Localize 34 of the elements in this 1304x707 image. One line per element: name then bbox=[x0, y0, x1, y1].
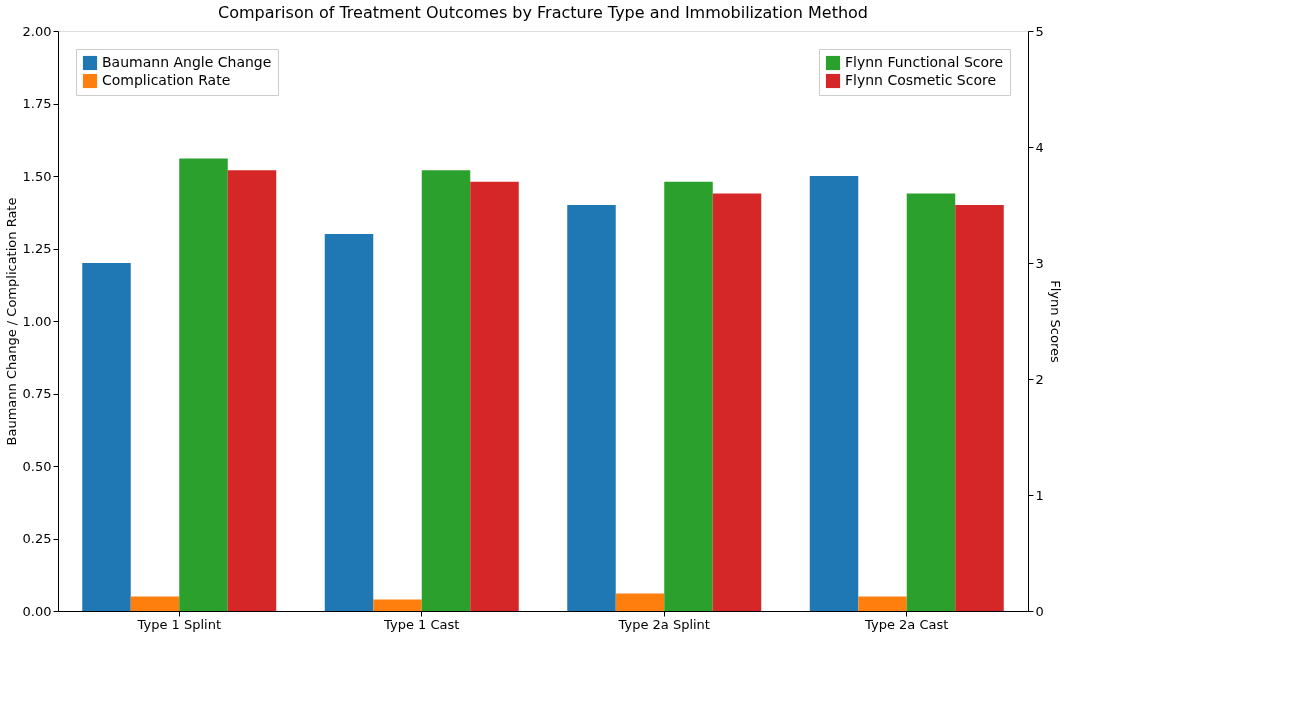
legend-label: Flynn Cosmetic Score bbox=[845, 72, 997, 88]
bar bbox=[130, 596, 180, 611]
y-tick-label: 1.00 bbox=[22, 313, 52, 329]
y-tick-label: 1.50 bbox=[22, 168, 52, 184]
bar bbox=[858, 596, 907, 611]
y-tick-label: 2.00 bbox=[22, 23, 52, 39]
y2-tick-label: 5 bbox=[1035, 23, 1044, 39]
y-tick-label: 1.75 bbox=[22, 96, 52, 111]
y2-tick-label: 0 bbox=[1035, 603, 1044, 619]
y2-tick-label: 4 bbox=[1035, 139, 1044, 155]
y2-tick-label: 1 bbox=[1035, 487, 1044, 503]
chart-title: Comparison of Treatment Outcomes by Fracture Type and Immobilization Method bbox=[218, 3, 868, 22]
x-tick-label: Type 2a Splint bbox=[617, 616, 710, 632]
bar bbox=[809, 176, 859, 611]
x-tick-label: Type 1 Splint bbox=[136, 616, 221, 632]
x-tick-label: Type 1 Cast bbox=[383, 616, 460, 632]
y-axis-title: Baumann Change / Complication Rate bbox=[3, 197, 19, 446]
y2-tick-label: 3 bbox=[1035, 255, 1044, 271]
y2-axis-title: Flynn Scores bbox=[1047, 280, 1063, 364]
y-tick-label: 1.25 bbox=[22, 241, 52, 256]
legend-label: Baumann Angle Change bbox=[102, 54, 272, 70]
bar bbox=[82, 263, 131, 611]
legend-label: Complication Rate bbox=[102, 72, 231, 88]
bar bbox=[324, 234, 374, 611]
y-tick-label: 0.25 bbox=[22, 531, 52, 546]
bar bbox=[373, 599, 422, 611]
y2-tick-label: 2 bbox=[1035, 371, 1044, 387]
x-tick-label: Type 2a Cast bbox=[864, 616, 949, 632]
legend-label: Flynn Functional Score bbox=[845, 54, 1004, 70]
y-tick-label: 0.75 bbox=[22, 386, 52, 401]
y-tick-label: 0.50 bbox=[22, 458, 52, 474]
y-tick-label: 0.00 bbox=[22, 603, 52, 619]
bar bbox=[615, 593, 665, 611]
bar bbox=[567, 205, 616, 611]
